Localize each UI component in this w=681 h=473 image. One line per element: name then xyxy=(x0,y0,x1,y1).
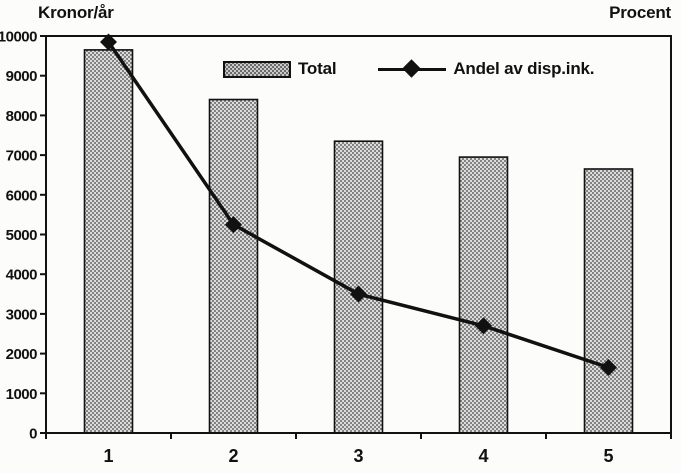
legend: Total Andel av disp.ink. xyxy=(223,59,594,79)
legend-label-line: Andel av disp.ink. xyxy=(453,59,595,78)
diamond-marker xyxy=(475,317,492,335)
y-tick-label: 5000 xyxy=(6,227,38,244)
diamond-marker xyxy=(350,285,367,303)
bar xyxy=(208,98,259,434)
y-tick-label: 1000 xyxy=(6,386,38,403)
diamond-marker xyxy=(225,216,242,234)
x-category-label: 2 xyxy=(228,446,238,466)
bar xyxy=(83,49,134,434)
y-tick-label: 7000 xyxy=(6,148,38,165)
x-category-label: 3 xyxy=(353,446,363,466)
left-axis-unit-label: Kronor/år xyxy=(38,3,114,22)
y-tick-label: 10000 xyxy=(0,29,37,46)
legend-label-total: Total xyxy=(298,59,337,78)
x-category-label: 1 xyxy=(103,446,113,466)
x-category-label: 4 xyxy=(478,446,488,466)
legend-item-total: Total xyxy=(223,59,337,79)
bar xyxy=(458,156,509,434)
x-category-label: 5 xyxy=(603,446,613,466)
y-tick-label: 2000 xyxy=(6,346,38,363)
y-tick-label: 6000 xyxy=(6,187,38,204)
legend-diamond-icon xyxy=(402,59,422,78)
legend-item-line: Andel av disp.ink. xyxy=(378,59,594,79)
bar xyxy=(583,168,634,434)
line-marker-swatch-icon xyxy=(378,59,447,78)
y-tick-label: 4000 xyxy=(6,267,38,284)
y-tick-label: 3000 xyxy=(6,306,38,323)
diamond-marker xyxy=(600,358,617,376)
right-axis-unit-label: Procent xyxy=(609,3,671,22)
y-tick-label: 9000 xyxy=(6,68,38,85)
y-tick-label: 0 xyxy=(29,426,37,443)
diamond-marker xyxy=(100,33,117,51)
y-tick-label: 8000 xyxy=(6,108,38,125)
bar-pattern-swatch-icon xyxy=(223,60,291,78)
